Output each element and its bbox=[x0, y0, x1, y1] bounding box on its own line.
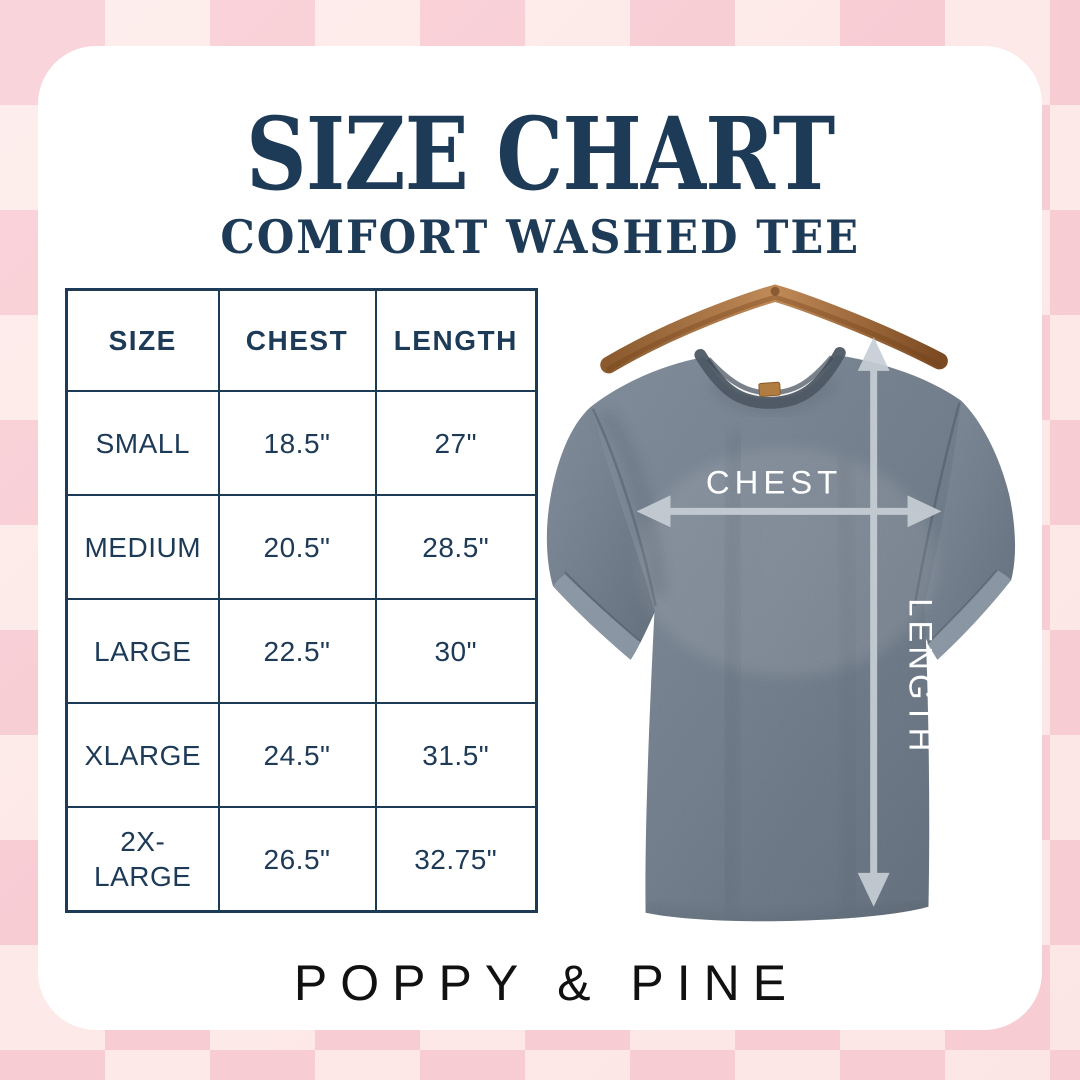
chest-cell: 20.5" bbox=[217, 494, 377, 600]
table-row: 2X-LARGE 26.5" 32.75" bbox=[65, 806, 538, 913]
measurement-arrows bbox=[636, 337, 942, 907]
table-row: XLARGE 24.5" 31.5" bbox=[65, 702, 538, 808]
page-title-text: SIZE CHART bbox=[245, 95, 835, 213]
length-cell: 31.5" bbox=[374, 702, 538, 808]
size-cell: SMALL bbox=[65, 390, 220, 496]
chest-cell: 24.5" bbox=[217, 702, 377, 808]
chest-arrow bbox=[636, 495, 942, 528]
collar-band bbox=[694, 347, 846, 409]
page-title: SIZE CHART bbox=[38, 104, 1042, 204]
table-row: SMALL 18.5" 27" bbox=[65, 390, 538, 496]
length-label: LENGTH bbox=[903, 598, 940, 755]
wooden-hanger-icon bbox=[600, 284, 948, 374]
page-subtitle-text: COMFORT WASHED TEE bbox=[220, 210, 860, 264]
length-arrow bbox=[857, 337, 890, 907]
hanger-notch bbox=[770, 286, 780, 296]
length-cell: 32.75" bbox=[374, 806, 538, 913]
table-row: MEDIUM 20.5" 28.5" bbox=[65, 494, 538, 600]
page-subtitle: COMFORT WASHED TEE bbox=[38, 214, 1042, 260]
size-table: SIZE CHEST LENGTH SMALL 18.5" 27" MEDIUM… bbox=[65, 288, 538, 913]
size-cell: MEDIUM bbox=[65, 494, 220, 600]
collar-tag bbox=[758, 381, 781, 397]
size-cell: 2X-LARGE bbox=[65, 806, 220, 913]
length-cell: 28.5" bbox=[374, 494, 538, 600]
size-chart-card: SIZE CHART COMFORT WASHED TEE SIZE CHEST… bbox=[38, 46, 1042, 1030]
tshirt-measurement-graphic: CHEST LENGTH bbox=[546, 284, 1016, 922]
column-header-chest: CHEST bbox=[217, 288, 377, 392]
size-cell: XLARGE bbox=[65, 702, 220, 808]
chest-label: CHEST bbox=[706, 463, 842, 500]
length-cell: 27" bbox=[374, 390, 538, 496]
column-header-length: LENGTH bbox=[374, 288, 538, 392]
tshirt-photo: CHEST LENGTH bbox=[543, 262, 1041, 942]
chest-cell: 18.5" bbox=[217, 390, 377, 496]
brand-name: POPPY & PINE bbox=[293, 955, 800, 1011]
chest-cell: 26.5" bbox=[217, 806, 377, 913]
table-row: LARGE 22.5" 30" bbox=[65, 598, 538, 704]
chest-cell: 22.5" bbox=[217, 598, 377, 704]
size-cell: LARGE bbox=[65, 598, 220, 704]
size-table-header-row: SIZE CHEST LENGTH bbox=[65, 288, 538, 392]
column-header-size: SIZE bbox=[65, 288, 220, 392]
length-cell: 30" bbox=[374, 598, 538, 704]
